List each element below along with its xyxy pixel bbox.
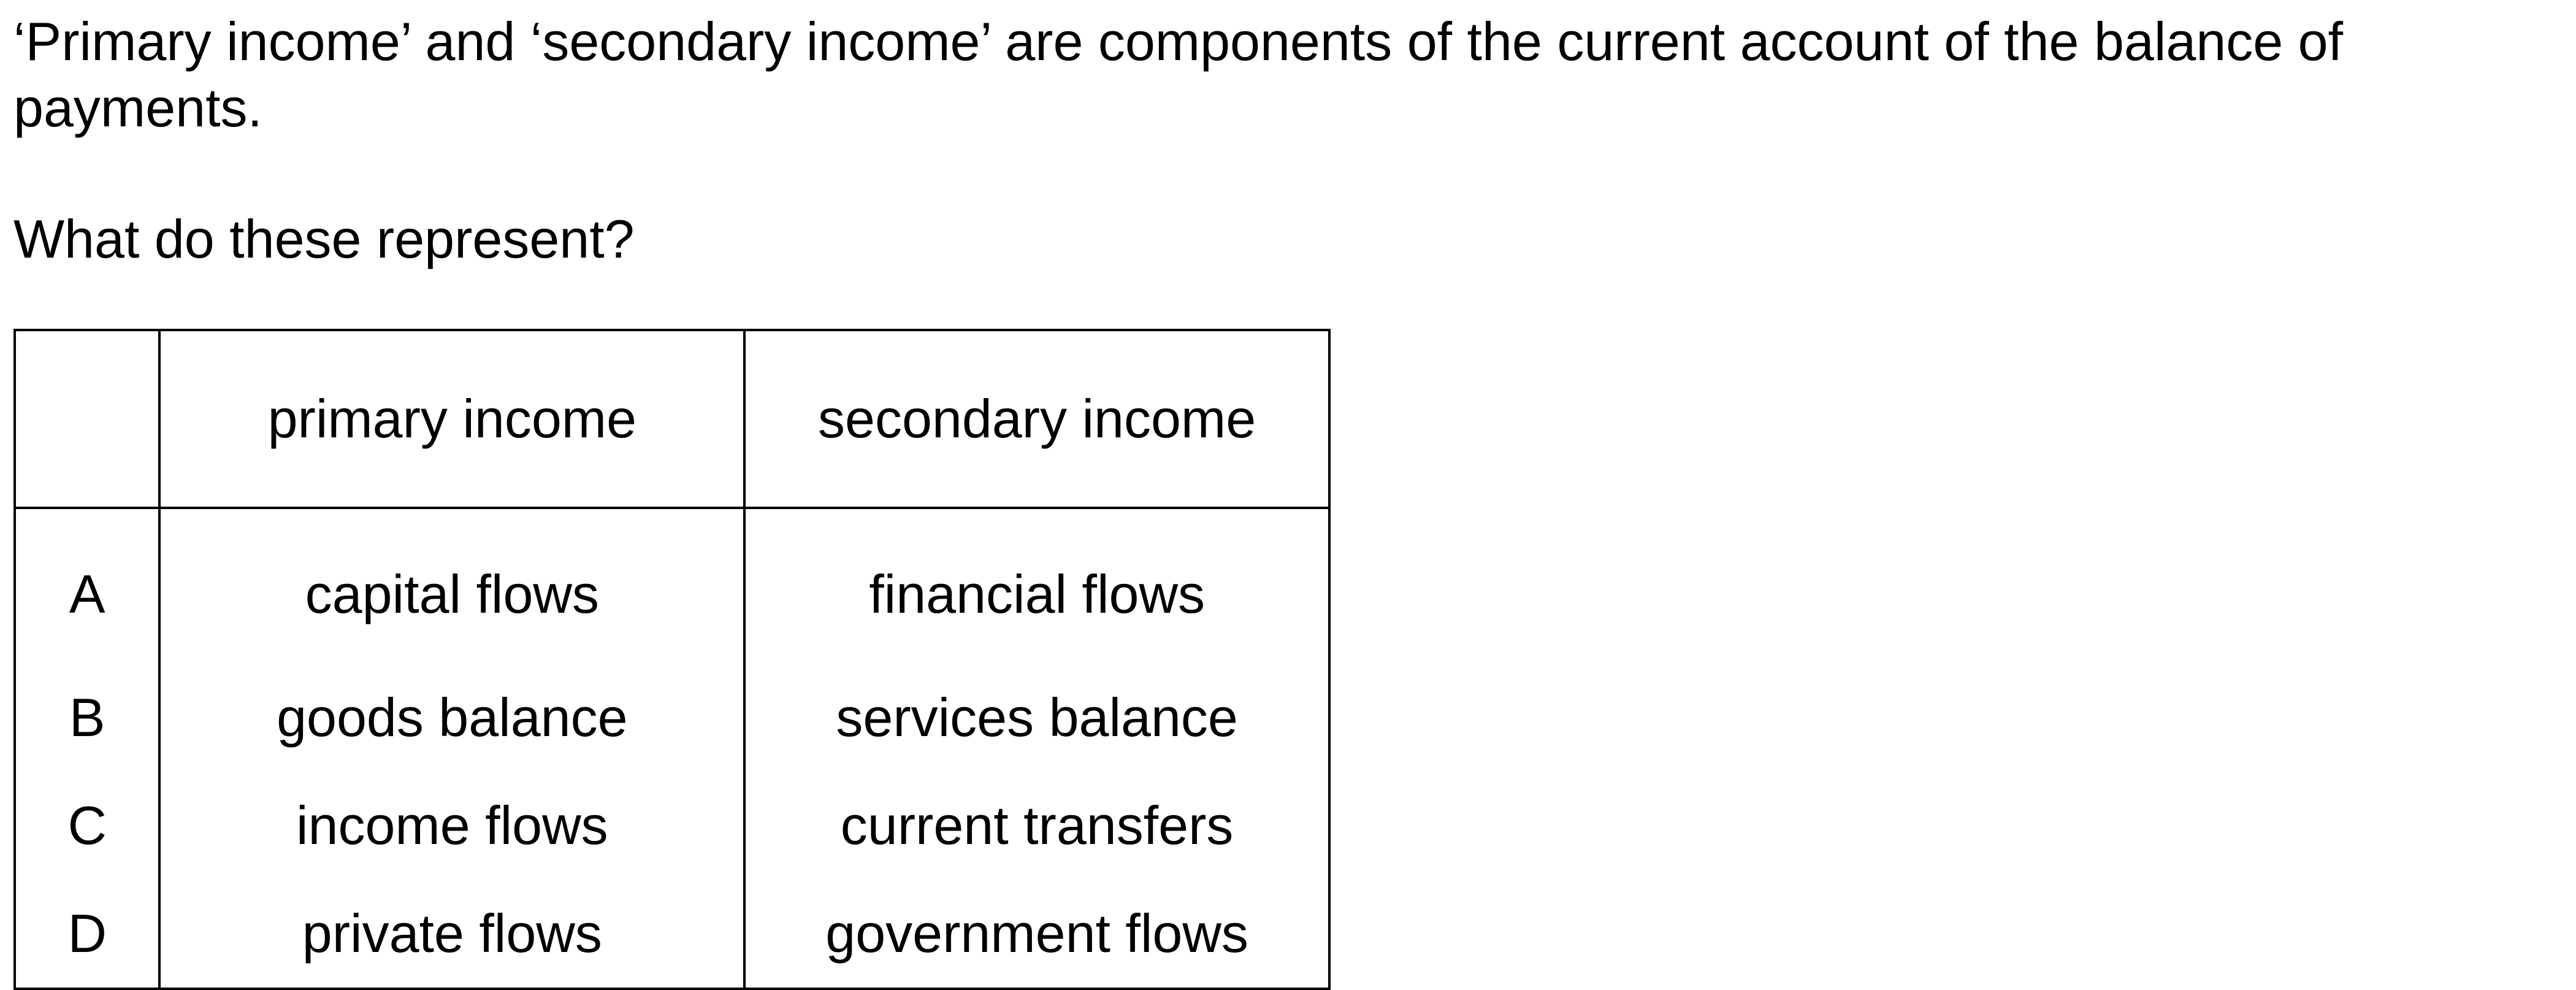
option-row-c[interactable]: C income flows current transfers [13, 772, 1331, 880]
option-letter: A [13, 508, 161, 664]
question-prompt: What do these represent? [13, 209, 635, 269]
option-secondary-value: government flows [743, 880, 1331, 990]
table-header-row: primary income secondary income [13, 329, 1331, 509]
option-row-d[interactable]: D private flows government flows [13, 880, 1331, 990]
option-row-a[interactable]: A capital flows financial flows [13, 508, 1331, 664]
option-letter: C [13, 772, 161, 880]
option-primary-value: capital flows [158, 508, 746, 664]
question-stem: ‘Primary income’ and ‘secondary income’ … [13, 11, 2344, 138]
answer-options-table: primary income secondary income A capita… [13, 329, 1331, 990]
header-secondary-income: secondary income [743, 329, 1331, 509]
option-letter: D [13, 880, 161, 990]
option-letter: B [13, 664, 161, 772]
option-row-b[interactable]: B goods balance services balance [13, 664, 1331, 772]
option-secondary-value: financial flows [743, 508, 1331, 664]
option-primary-value: goods balance [158, 664, 746, 772]
header-letter-cell [13, 329, 161, 509]
option-primary-value: income flows [158, 772, 746, 880]
option-secondary-value: current transfers [743, 772, 1331, 880]
option-secondary-value: services balance [743, 664, 1331, 772]
header-primary-income: primary income [158, 329, 746, 509]
option-primary-value: private flows [158, 880, 746, 990]
